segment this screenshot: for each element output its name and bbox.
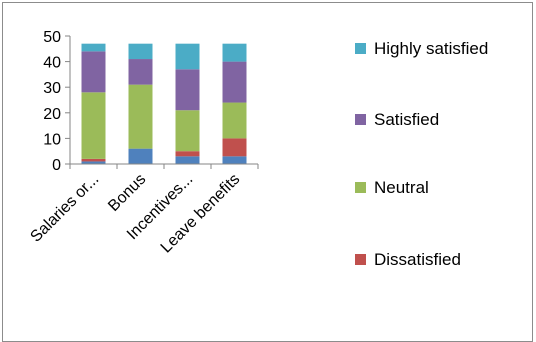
- y-tick-label: 40: [43, 55, 61, 72]
- bar-segment: [81, 43, 106, 52]
- x-tick-label: Bonus: [105, 171, 149, 215]
- y-tick-label: 20: [43, 106, 61, 123]
- bar-segment: [128, 59, 153, 85]
- y-tick-label: 10: [43, 131, 61, 148]
- bar-segment: [175, 110, 200, 152]
- y-tick-label: 0: [52, 157, 61, 174]
- bar-segment: [128, 43, 153, 60]
- bar-segment: [222, 156, 247, 164]
- legend-swatch: [355, 43, 366, 54]
- bar-segment: [81, 161, 106, 164]
- bar-segment: [222, 102, 247, 139]
- legend-label: Dissatisfied: [374, 250, 461, 269]
- legend-swatch: [355, 114, 366, 125]
- legend-swatch: [355, 254, 366, 265]
- bar-segment: [128, 148, 153, 164]
- legend-label: Highly satisfied: [374, 39, 488, 58]
- y-tick-label: 30: [43, 80, 61, 97]
- bar-segment: [175, 69, 200, 111]
- bar-segment: [175, 43, 200, 70]
- y-tick-label: 50: [43, 29, 61, 46]
- bar-segment: [81, 158, 106, 162]
- legend-swatch: [355, 182, 366, 193]
- bar-segment: [222, 138, 247, 157]
- bar-segment: [81, 92, 106, 159]
- bar-segment: [175, 156, 200, 164]
- bar-segment: [128, 84, 153, 149]
- bar-segment: [222, 43, 247, 62]
- bar-segment: [175, 151, 200, 157]
- bar-segment: [222, 61, 247, 103]
- x-tick-label: Salaries or...: [27, 171, 102, 246]
- legend-label: Neutral: [374, 178, 429, 197]
- bar-segment: [81, 51, 106, 93]
- legend-label: Satisfied: [374, 110, 439, 129]
